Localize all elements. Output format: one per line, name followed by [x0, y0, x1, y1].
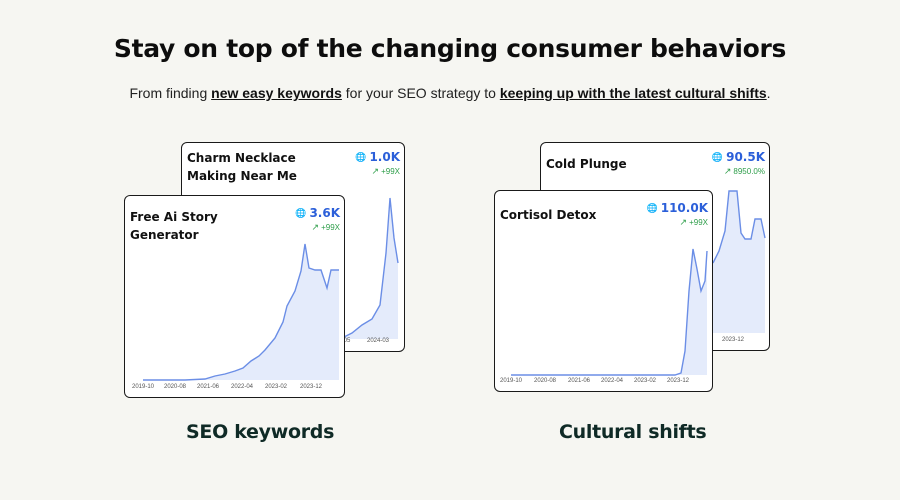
volume-value: 90.5K [726, 150, 765, 164]
x-tick: 2020-08 [163, 384, 187, 390]
trend-up-icon: ↗ [371, 166, 380, 176]
x-tick: 2021-06 [567, 378, 591, 384]
globe-icon: 🌐 [711, 153, 724, 163]
growth-indicator: ↗ +99X [312, 222, 340, 233]
trend-chart [712, 190, 766, 333]
growth-value: 8950.0% [733, 167, 765, 176]
volume-value: 110.0K [660, 201, 708, 215]
subline-text-1: From finding [129, 85, 212, 101]
section-label-seo-keywords: SEO keywords [186, 421, 335, 443]
keyword-title: Free Ai Story Generator [130, 210, 218, 242]
search-volume: 🌐 90.5K [712, 150, 765, 164]
x-tick: 2023-12 [666, 378, 690, 384]
x-tick: 2023-02 [633, 378, 657, 384]
search-volume: 🌐 3.6K [295, 206, 340, 220]
growth-value: +99X [321, 223, 340, 232]
volume-value: 3.6K [309, 206, 340, 220]
growth-indicator: ↗ +99X [680, 217, 708, 228]
trend-chart [331, 197, 399, 340]
x-axis-ticks: 2019-10 2020-08 2021-06 2022-04 2023-02 … [125, 384, 344, 394]
keyword-card-free-ai-story-generator[interactable]: Free Ai Story Generator 🌐 3.6K ↗ +99X 2019… [124, 195, 345, 398]
x-axis-ticks: 2023-12 [541, 337, 769, 347]
new-easy-keywords-link[interactable]: new easy keywords [211, 85, 342, 101]
growth-indicator: ↗ +99X [372, 166, 400, 177]
x-tick: 2022-04 [230, 384, 254, 390]
x-axis-ticks: 05 2024-03 [182, 338, 404, 348]
x-tick: 2024-03 [366, 338, 390, 344]
keyword-title: Charm Necklace Making Near Me [187, 151, 297, 183]
globe-icon: 🌐 [295, 209, 307, 219]
volume-value: 1.0K [369, 150, 400, 164]
section-label-cultural-shifts: Cultural shifts [559, 421, 707, 443]
subline-text-2: for your SEO strategy to [341, 85, 500, 101]
trend-up-icon: ↗ [679, 217, 688, 227]
x-tick: 2022-04 [600, 378, 624, 384]
globe-icon: 🌐 [646, 204, 658, 214]
x-tick: 2023-12 [299, 384, 323, 390]
x-tick: 2021-06 [196, 384, 220, 390]
growth-indicator: ↗ 8950.0% [724, 166, 765, 177]
x-tick: 2023-12 [721, 337, 745, 343]
x-tick: 05 [343, 338, 351, 344]
growth-value: +99X [689, 218, 708, 227]
trend-chart [511, 248, 708, 376]
keyword-title: Cortisol Detox [500, 208, 597, 222]
globe-icon: 🌐 [355, 153, 367, 163]
search-volume: 🌐 110.0K [647, 201, 708, 215]
trend-chart [143, 243, 339, 381]
page-subheadline: From finding new easy keywords for your … [0, 85, 900, 101]
x-tick: 2019-10 [131, 384, 155, 390]
search-volume: 🌐 1.0K [355, 150, 400, 164]
x-tick: 2019-10 [499, 378, 523, 384]
page-headline: Stay on top of the changing consumer beh… [113, 34, 787, 63]
x-axis-ticks: 2019-10 2020-08 2021-06 2022-04 2023-02 … [495, 378, 712, 388]
trend-up-icon: ↗ [311, 222, 320, 232]
x-tick: 2023-02 [264, 384, 288, 390]
cultural-shifts-link[interactable]: keeping up with the latest cultural shif… [499, 85, 767, 101]
subline-text-3: . [766, 85, 771, 101]
x-tick: 2020-08 [533, 378, 557, 384]
trend-up-icon: ↗ [723, 166, 732, 176]
keyword-card-cortisol-detox[interactable]: Cortisol Detox 🌐 110.0K ↗ +99X 2019-10 202… [494, 190, 713, 392]
keyword-title: Cold Plunge [546, 157, 627, 171]
growth-value: +99X [381, 167, 400, 176]
